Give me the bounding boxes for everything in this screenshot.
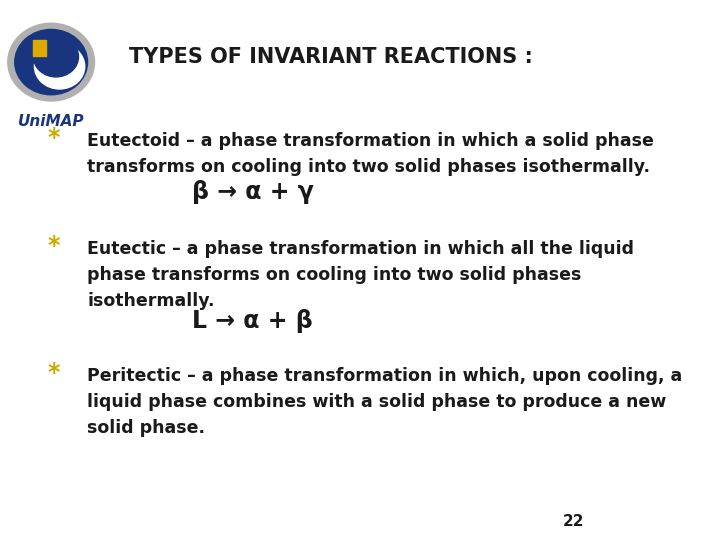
Text: Eutectoid – a phase transformation in which a solid phase
transforms on cooling : Eutectoid – a phase transformation in wh… [87,132,654,176]
Text: TYPES OF INVARIANT REACTIONS :: TYPES OF INVARIANT REACTIONS : [129,46,533,67]
Circle shape [14,30,88,94]
Circle shape [35,44,85,89]
Text: *: * [48,361,60,384]
Text: Eutectic – a phase transformation in which all the liquid
phase transforms on co: Eutectic – a phase transformation in whi… [87,240,634,310]
Text: β → α + γ: β → α + γ [192,180,314,204]
Text: *: * [48,234,60,258]
Bar [33,40,46,56]
Text: Peritectic – a phase transformation in which, upon cooling, a
liquid phase combi: Peritectic – a phase transformation in w… [87,367,683,437]
Text: *: * [48,126,60,150]
Circle shape [33,37,78,77]
Text: UniMAP: UniMAP [18,114,84,130]
Text: L → α + β: L → α + β [192,309,313,333]
Circle shape [8,23,94,101]
Text: 22: 22 [562,514,584,529]
